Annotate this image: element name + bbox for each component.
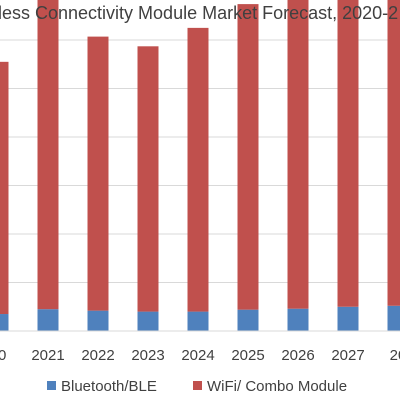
bar-wifi-2023	[137, 46, 159, 312]
legend-swatch-bluetooth	[47, 381, 56, 390]
bar-wifi-2027	[337, 0, 359, 307]
x-tick-label: 2027	[331, 347, 364, 364]
x-tick-label: 20	[390, 347, 400, 364]
x-tick-label: 2021	[31, 347, 64, 364]
bar-bluetooth-2027	[337, 306, 359, 331]
bar-wifi-2026	[287, 0, 309, 309]
legend: Bluetooth/BLE WiFi/ Combo Module	[47, 378, 347, 395]
x-tick-label: 2023	[131, 347, 164, 364]
bar-wifi-20	[0, 61, 9, 315]
bar-bluetooth-2025	[237, 309, 259, 331]
x-tick-labels: 20 2021 2022 2023 2024 2025 2026 2027 20	[0, 347, 400, 364]
bar-bluetooth-2023	[137, 311, 159, 331]
x-tick-label: 2025	[231, 347, 264, 364]
bar-bluetooth-2022	[87, 310, 109, 331]
x-tick-label: 2024	[181, 347, 214, 364]
bar-bluetooth-2024	[187, 311, 209, 331]
bar-bluetooth-2021	[37, 309, 59, 331]
chart-title: less Connectivity Module Market Forecast…	[0, 3, 398, 23]
bar-wifi-2025	[237, 4, 259, 310]
bars	[0, 0, 400, 331]
bar-bluetooth-20	[0, 314, 9, 331]
x-tick-label: 2026	[281, 347, 314, 364]
bar-bluetooth-20	[387, 305, 400, 331]
legend-swatch-wifi	[193, 381, 202, 390]
bar-wifi-2021	[37, 0, 59, 310]
legend-label-bluetooth: Bluetooth/BLE	[61, 378, 157, 395]
x-tick-label: 2022	[81, 347, 114, 364]
bar-bluetooth-2026	[287, 308, 309, 331]
bar-wifi-20	[387, 0, 400, 306]
x-tick-label: 20	[0, 347, 6, 364]
bar-wifi-2022	[87, 36, 109, 311]
legend-label-wifi: WiFi/ Combo Module	[207, 378, 347, 395]
bar-wifi-2024	[187, 27, 209, 312]
